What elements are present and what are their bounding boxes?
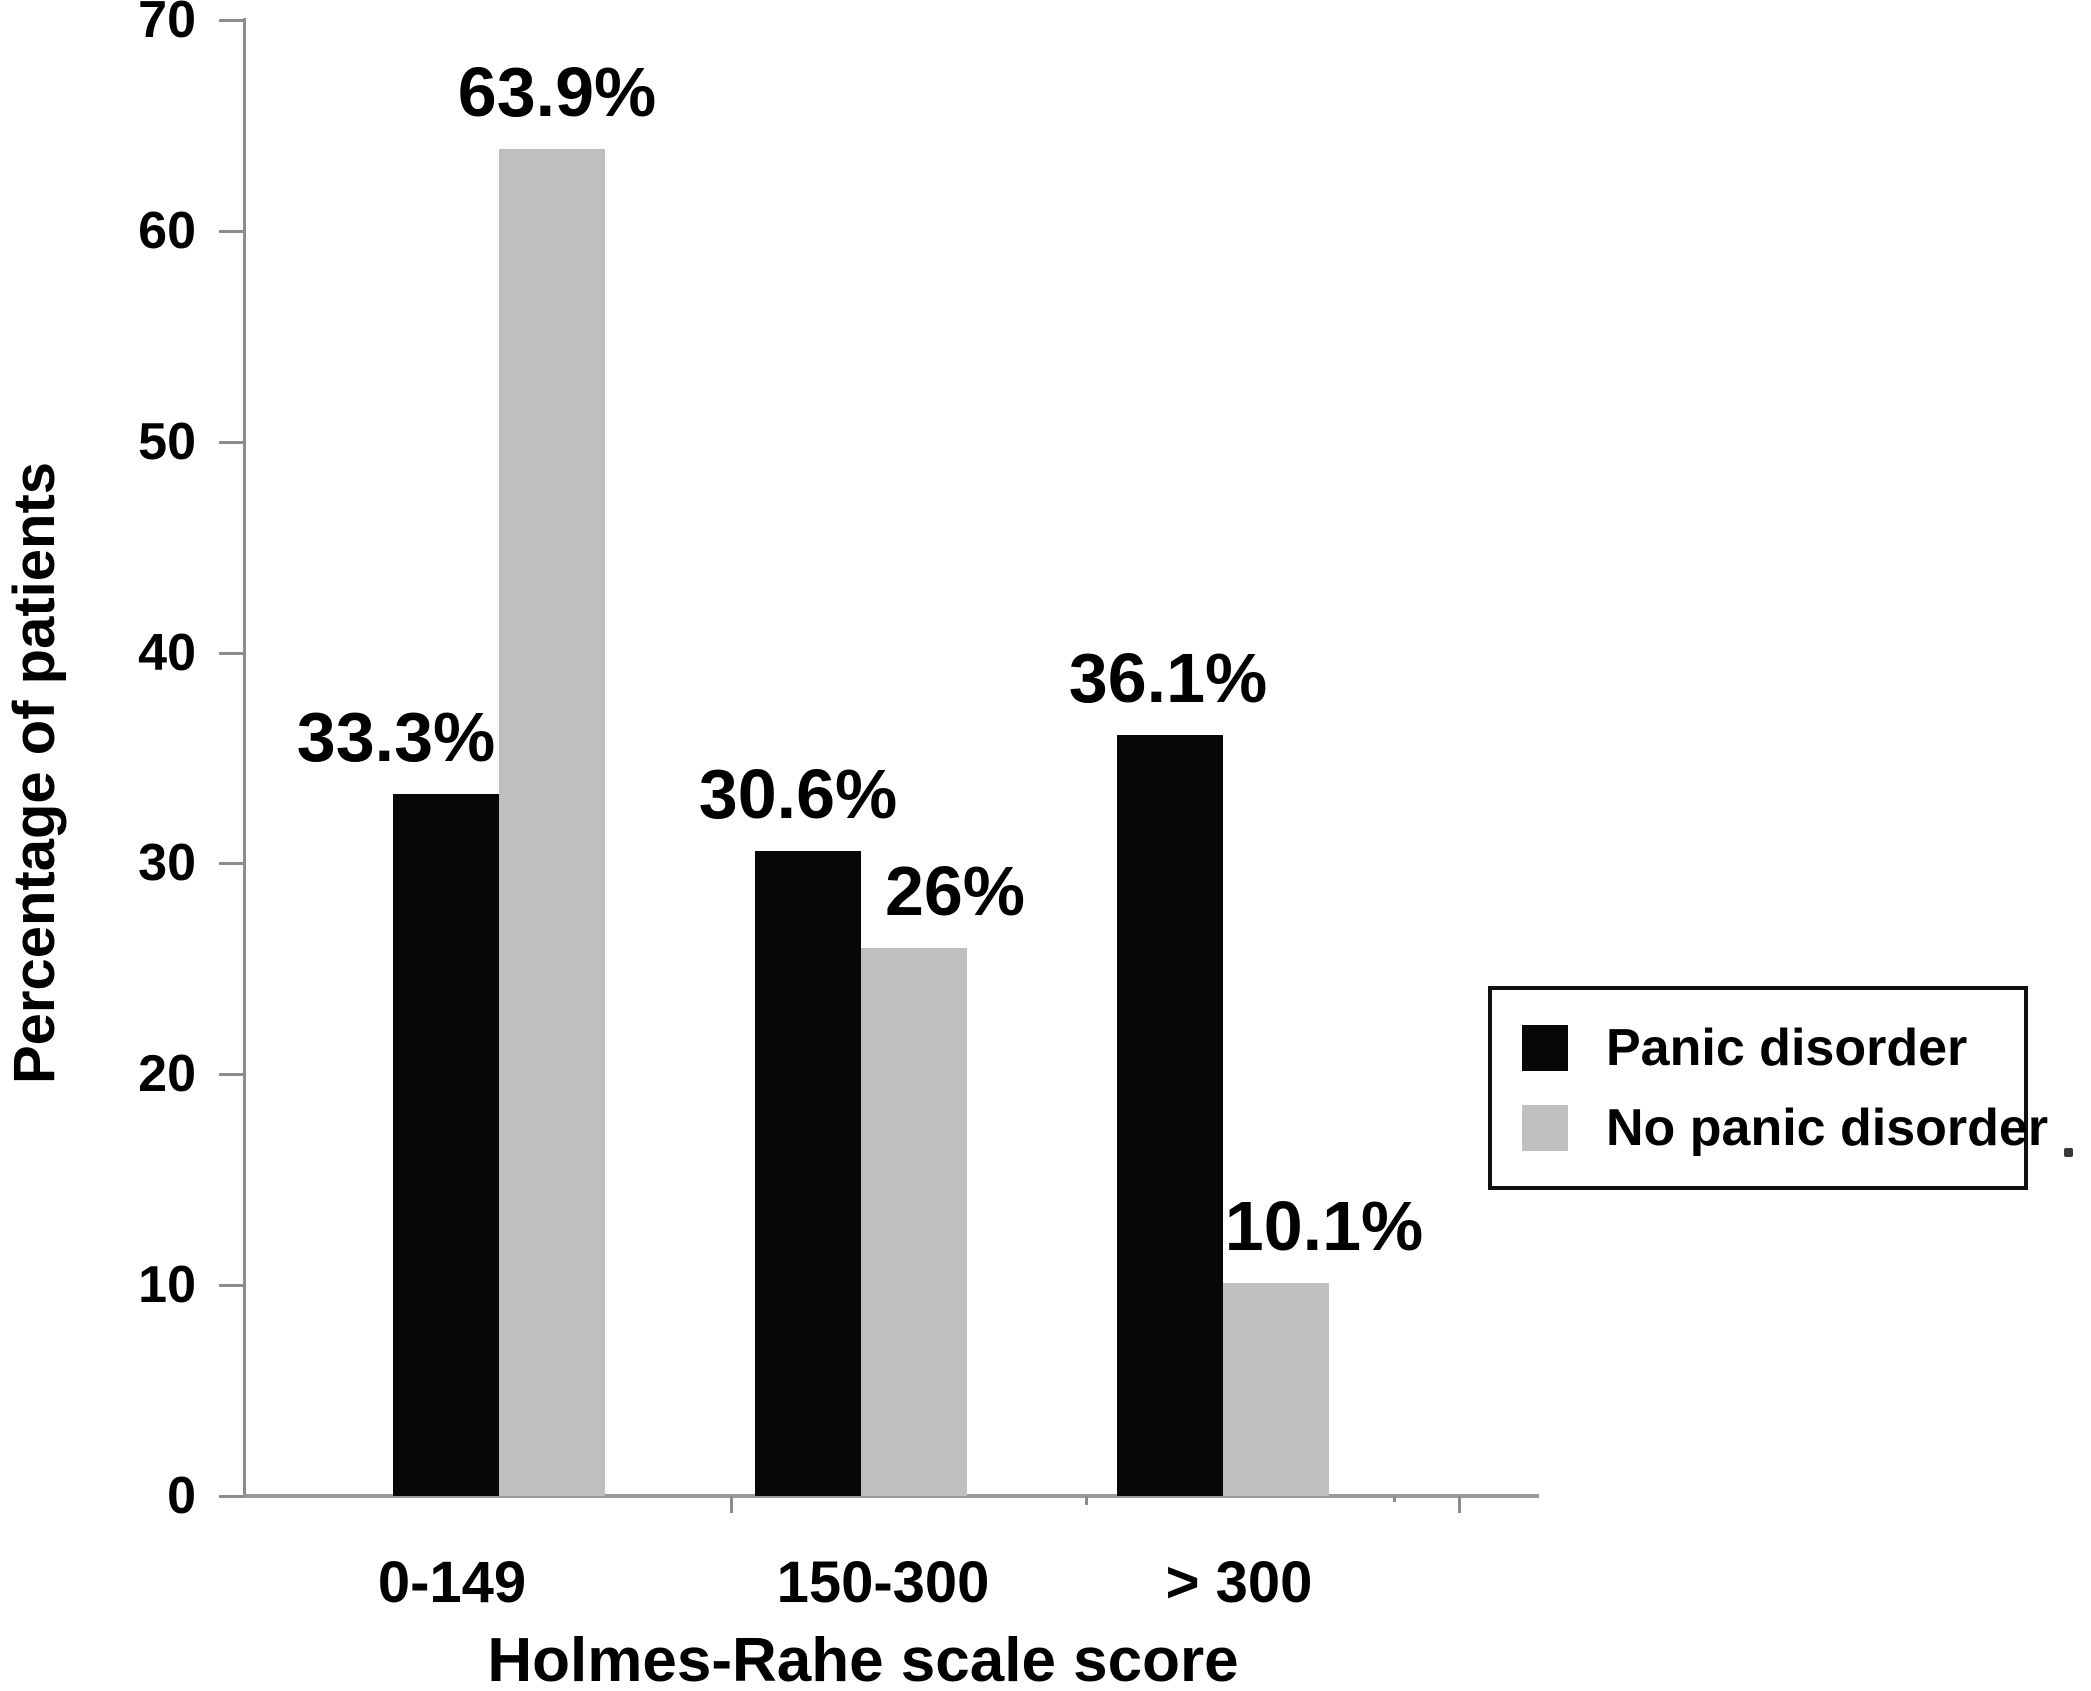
y-axis-tick-50 (219, 440, 245, 444)
legend-entry-no-panic-disorder: No panic disorder (1522, 1101, 2048, 1155)
x-axis-tick-2 (1393, 1496, 1396, 1502)
x-axis-tick-3 (1458, 1496, 1461, 1513)
legend-label-no-panic-disorder: No panic disorder (1606, 1099, 2049, 1157)
bar-no-panic-disorder-300 (1223, 1283, 1329, 1496)
y-axis-tick-20 (219, 1073, 245, 1077)
y-axis-tick-40 (219, 651, 245, 655)
value-label-panic-disorder-300: 36.1% (1068, 638, 1268, 717)
x-category-label-0-149: 0-149 (377, 1550, 527, 1615)
bar-no-panic-disorder-150-300 (861, 947, 967, 1496)
bar-panic-disorder-0-149 (393, 793, 499, 1496)
value-label-panic-disorder-0-149: 33.3% (296, 697, 496, 776)
x-category-label-150-300: 150-300 (776, 1550, 990, 1615)
y-axis-tick-60 (219, 229, 245, 233)
bar-panic-disorder-300 (1117, 734, 1223, 1496)
y-axis-tick-70 (219, 19, 245, 22)
y-axis-tick-30 (219, 862, 245, 866)
stray-dot-artifact (2064, 1148, 2073, 1157)
y-axis-tick-label-30: 30 (138, 834, 196, 893)
legend-entry-panic-disorder: Panic disorder (1522, 1021, 2024, 1075)
y-axis-tick-label-40: 40 (138, 623, 196, 682)
legend-swatch-no-panic-disorder (1522, 1105, 1568, 1151)
value-label-no-panic-disorder-0-149: 63.9% (457, 52, 657, 131)
y-axis-tick-0 (219, 1495, 245, 1498)
value-label-panic-disorder-150-300: 30.6% (698, 754, 898, 833)
y-axis-tick-label-10: 10 (138, 1256, 196, 1315)
bar-panic-disorder-150-300 (755, 850, 861, 1496)
x-axis-tick-1 (1085, 1496, 1088, 1505)
value-label-no-panic-disorder-150-300: 26% (884, 851, 1026, 930)
y-axis-tick-label-50: 50 (138, 412, 196, 471)
bar-no-panic-disorder-0-149 (499, 148, 605, 1496)
legend-label-panic-disorder: Panic disorder (1606, 1019, 1968, 1077)
x-axis-tick-0 (730, 1496, 733, 1513)
legend-swatch-panic-disorder (1522, 1025, 1568, 1071)
y-axis-tick-10 (219, 1284, 245, 1288)
y-axis-tick-label-70: 70 (138, 0, 196, 49)
y-axis-tick-label-0: 0 (167, 1467, 196, 1525)
value-label-no-panic-disorder-300: 10.1% (1224, 1187, 1424, 1266)
x-category-label-300: > 300 (1165, 1550, 1313, 1615)
y-axis-tick-label-20: 20 (138, 1045, 196, 1104)
x-axis-line (243, 1494, 1539, 1498)
y-axis-tick-label-60: 60 (138, 201, 196, 260)
legend-box: Panic disorder No panic disorder (1488, 986, 2048, 1190)
y-axis-line (243, 18, 246, 1498)
x-axis-title: Holmes-Rahe scale score (487, 1626, 1239, 1691)
